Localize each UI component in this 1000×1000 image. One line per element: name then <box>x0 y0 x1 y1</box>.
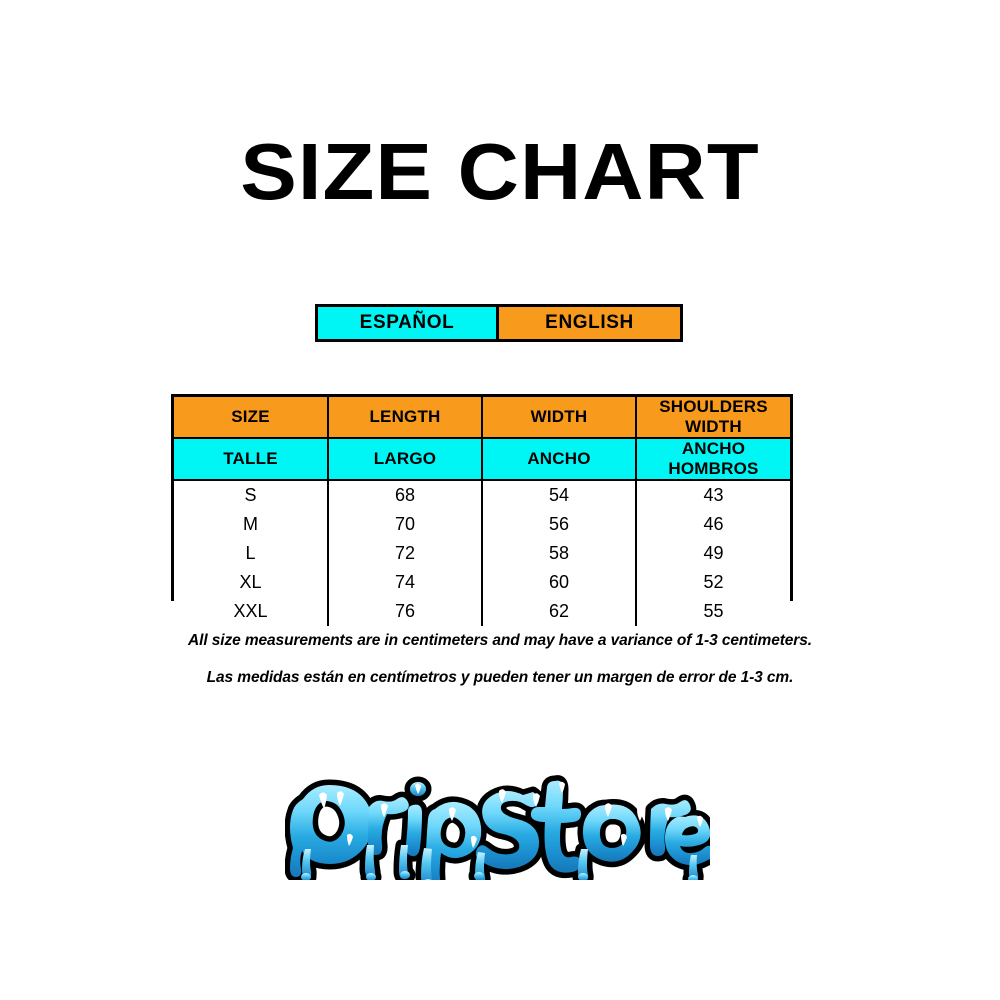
cell-length: 74 <box>328 568 483 597</box>
cell-length: 68 <box>328 480 483 510</box>
table-row: L 72 58 49 <box>174 539 790 568</box>
cell-width: 54 <box>482 480 637 510</box>
cell-width: 58 <box>482 539 637 568</box>
column-header-talle: TALLE <box>174 438 329 481</box>
table-header-row-spanish: TALLE LARGO ANCHO ANCHO HOMBROS <box>174 438 790 481</box>
cell-size: L <box>174 539 329 568</box>
note-english: All size measurements are in centimeters… <box>188 632 812 649</box>
cell-shoulders: 46 <box>636 510 790 539</box>
cell-size: M <box>174 510 329 539</box>
column-header-largo: LARGO <box>328 438 483 481</box>
column-header-size: SIZE <box>174 397 329 439</box>
language-tab-spanish[interactable]: ESPAÑOL <box>318 307 499 339</box>
column-header-length: LENGTH <box>328 397 483 439</box>
brand-logo-dripstore: DripStore <box>285 765 710 880</box>
cell-size: XL <box>174 568 329 597</box>
cell-width: 60 <box>482 568 637 597</box>
table-row: XXL 76 62 55 <box>174 597 790 626</box>
note-spanish: Las medidas están en centímetros y puede… <box>206 669 794 686</box>
language-toggle: ESPAÑOL ENGLISH <box>315 304 683 342</box>
logo-highlights <box>319 781 703 848</box>
size-chart-table: SIZE LENGTH WIDTH SHOULDERS WIDTH TALLE … <box>171 394 793 626</box>
column-header-shoulders-width: SHOULDERS WIDTH <box>636 397 790 439</box>
cell-shoulders: 55 <box>636 597 790 626</box>
table-row: S 68 54 43 <box>174 480 790 510</box>
column-header-width: WIDTH <box>482 397 637 439</box>
table-header-row-english: SIZE LENGTH WIDTH SHOULDERS WIDTH <box>174 397 790 439</box>
cell-size: XXL <box>174 597 329 626</box>
table-row: M 70 56 46 <box>174 510 790 539</box>
cell-size: S <box>174 480 329 510</box>
cell-shoulders: 52 <box>636 568 790 597</box>
cell-width: 62 <box>482 597 637 626</box>
cell-shoulders: 43 <box>636 480 790 510</box>
table-row: XL 74 60 52 <box>174 568 790 597</box>
cell-length: 70 <box>328 510 483 539</box>
page-title: SIZE CHART <box>240 127 760 216</box>
language-tab-english[interactable]: ENGLISH <box>499 307 680 339</box>
cell-width: 56 <box>482 510 637 539</box>
cell-length: 76 <box>328 597 483 626</box>
column-header-ancho-hombros: ANCHO HOMBROS <box>636 438 790 481</box>
cell-length: 72 <box>328 539 483 568</box>
column-header-ancho: ANCHO <box>482 438 637 481</box>
cell-shoulders: 49 <box>636 539 790 568</box>
